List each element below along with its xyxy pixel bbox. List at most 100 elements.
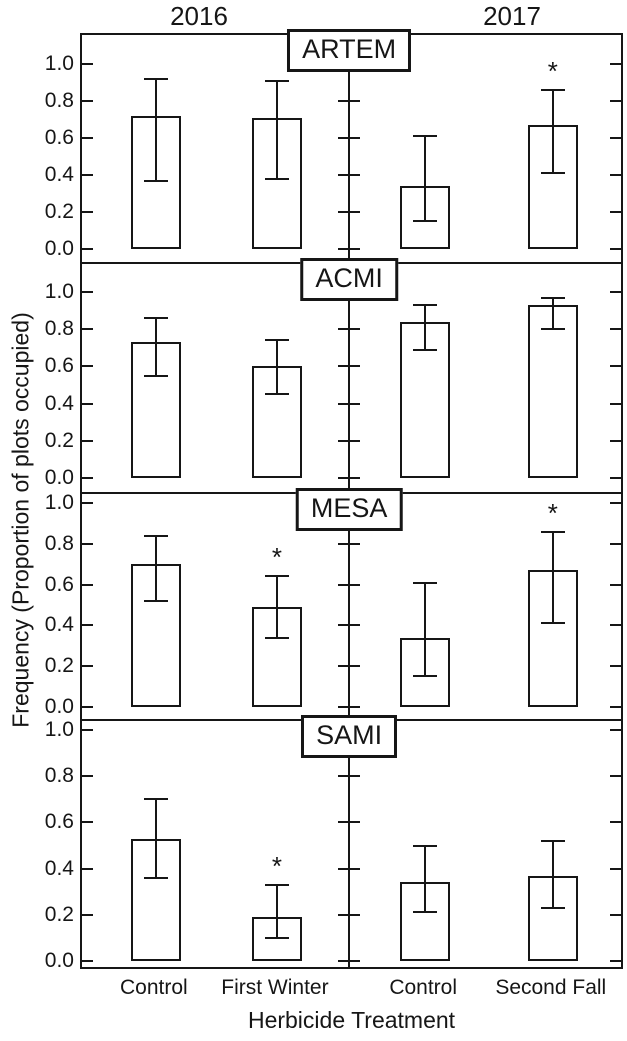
divider-tick	[338, 439, 361, 442]
divider-tick	[338, 365, 361, 368]
error-bar-cap-top	[143, 317, 168, 320]
error-bar-cap-top	[143, 77, 168, 80]
y-tick-left	[82, 248, 93, 250]
y-tick-label: 0.0	[44, 949, 74, 972]
panel-sami: 0.0 0.2 0.4 0.6 0.8 1.0 * SAMI	[45, 715, 623, 972]
panel-center-divider	[348, 264, 351, 492]
x-tick-label-0: Control	[119, 976, 188, 999]
y-tick-label: 0.4	[44, 163, 74, 186]
y-tick-label: 0.2	[44, 428, 74, 452]
y-tick-left	[82, 365, 93, 368]
error-bar-cap-bottom	[264, 177, 289, 180]
error-bar-stem	[424, 845, 427, 913]
species-label-acmi: ACMI	[300, 258, 398, 301]
error-bar-cap-bottom	[264, 936, 289, 939]
x-tick-label-1: First Winter	[221, 976, 329, 999]
y-tick-label: 0.4	[44, 856, 74, 880]
divider-tick	[338, 328, 361, 331]
divider-tick	[338, 913, 361, 916]
y-tick-right	[610, 477, 621, 479]
y-tick-right	[610, 63, 621, 65]
divider-tick	[338, 624, 361, 627]
error-bar-stem	[154, 799, 157, 878]
y-tick-left	[82, 624, 93, 627]
divider-tick	[338, 583, 361, 586]
error-bar-cap-top	[540, 88, 565, 91]
y-tick-right	[610, 542, 621, 545]
y-tick-right	[610, 100, 621, 102]
y-tick-label: 1.0	[44, 52, 74, 75]
y-tick-left	[82, 960, 93, 962]
error-bar-cap-top	[143, 534, 168, 537]
x-tick-label-3: Second Fall	[495, 976, 607, 999]
species-label-artem: ARTEM	[287, 29, 412, 72]
y-tick-right	[610, 960, 621, 962]
y-tick-label: 0.6	[44, 126, 74, 149]
y-tick-label: 0.8	[44, 531, 74, 555]
error-bar-stem	[275, 884, 278, 938]
y-tick-label: 0.2	[44, 902, 74, 926]
y-tick-label: 0.4	[44, 391, 74, 415]
panel-center-divider	[348, 721, 351, 967]
divider-tick	[338, 960, 361, 962]
y-tick-label: 0.8	[44, 89, 74, 112]
y-tick-left	[82, 211, 93, 213]
error-bar-cap-top	[264, 339, 289, 342]
y-tick-left	[82, 402, 93, 405]
error-bar-stem	[275, 340, 278, 395]
y-tick-right	[610, 775, 621, 778]
divider-tick	[338, 665, 361, 668]
error-bar-stem	[154, 318, 157, 376]
y-tick-right	[610, 291, 621, 293]
divider-tick	[338, 775, 361, 778]
divider-tick	[338, 248, 361, 250]
divider-tick	[338, 174, 361, 176]
error-bar-cap-top	[264, 883, 289, 886]
y-tick-left	[82, 477, 93, 479]
y-tick-left	[82, 137, 93, 139]
y-tick-left	[82, 542, 93, 545]
error-bar-stem	[551, 297, 554, 330]
y-tick-label: 1.0	[44, 280, 74, 303]
y-tick-label: 0.6	[44, 810, 74, 834]
divider-tick	[338, 821, 361, 824]
significance-asterisk: *	[547, 497, 558, 528]
error-bar-cap-bottom	[264, 393, 289, 396]
y-tick-left	[82, 583, 93, 586]
error-bar-cap-top	[413, 844, 438, 847]
error-bar-cap-bottom	[143, 599, 168, 602]
y-tick-label: 0.2	[44, 654, 74, 678]
significance-asterisk: *	[271, 542, 282, 573]
y-tick-right	[610, 867, 621, 870]
y-tick-left	[82, 913, 93, 916]
y-tick-label: 1.0	[44, 491, 74, 514]
error-bar-cap-bottom	[264, 636, 289, 639]
y-tick-right	[610, 439, 621, 442]
panel-artem: 0.0 0.2 0.4 0.6 0.8 1.0 * ARTEM	[45, 29, 623, 264]
error-bar-cap-bottom	[540, 328, 565, 331]
error-bar-stem	[424, 136, 427, 222]
y-tick-label: 1.0	[44, 718, 74, 741]
error-bar-cap-top	[143, 798, 168, 801]
error-bar-cap-top	[413, 304, 438, 307]
y-tick-right	[610, 913, 621, 916]
y-tick-right	[610, 365, 621, 368]
divider-tick	[338, 100, 361, 102]
y-tick-left	[82, 729, 93, 731]
error-bar-cap-bottom	[413, 675, 438, 678]
error-bar-cap-top	[540, 530, 565, 533]
error-bar-cap-top	[264, 79, 289, 82]
y-tick-left	[82, 706, 93, 708]
error-bar-cap-bottom	[540, 172, 565, 175]
y-tick-right	[610, 502, 621, 504]
y-tick-left	[82, 63, 93, 65]
y-tick-right	[610, 248, 621, 250]
error-bar-stem	[275, 80, 278, 179]
significance-asterisk: *	[271, 850, 282, 881]
y-axis-title: Frequency (Proportion of plots occupied)	[7, 312, 34, 728]
y-tick-left	[82, 502, 93, 504]
y-tick-left	[82, 174, 93, 176]
y-tick-label: 0.8	[44, 317, 74, 341]
y-tick-right	[610, 137, 621, 139]
